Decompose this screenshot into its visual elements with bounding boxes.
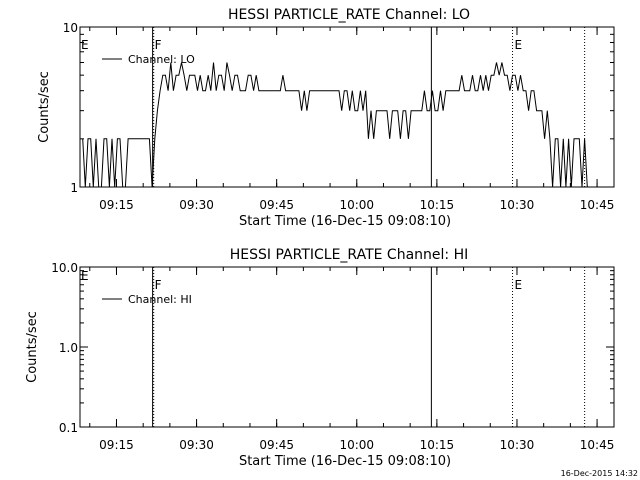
corner-label-e: E — [81, 269, 89, 283]
x-tick-label: 09:15 — [99, 438, 134, 452]
x-tick-label: 09:45 — [259, 438, 294, 452]
legend-entry: Channel: HI — [128, 293, 192, 306]
y-tick-label: 0.1 — [59, 421, 78, 435]
x-tick-label: 09:45 — [259, 198, 294, 212]
y-tick-label: 1 — [70, 181, 78, 195]
x-tick-label: 09:15 — [99, 198, 134, 212]
y-axis-label: Counts/sec — [25, 311, 40, 383]
x-axis-label: Start Time (16-Dec-15 09:08:10) — [239, 214, 451, 229]
legend-entry: Channel: LO — [128, 53, 195, 66]
x-tick-label: 10:00 — [339, 198, 374, 212]
x-tick-label: 10:15 — [420, 438, 455, 452]
y-ticks: 1 10 — [63, 21, 614, 195]
y-axis-label: Counts/sec — [37, 71, 52, 143]
x-tick-label: 10:15 — [420, 198, 455, 212]
x-tick-label: 10:30 — [500, 438, 535, 452]
event-label: E — [515, 278, 523, 292]
series-group — [82, 62, 588, 188]
x-tick-label: 09:30 — [179, 438, 214, 452]
x-tick-label: 10:00 — [339, 438, 374, 452]
event-label: F — [155, 278, 162, 292]
x-tick-label: 09:30 — [179, 198, 214, 212]
series-line-lo — [82, 62, 588, 188]
legend: Channel: LO — [102, 53, 195, 66]
y-ticks: 0.1 1.0 10.0 — [51, 261, 614, 435]
y-tick-label: 10 — [63, 21, 78, 35]
panel-title: HESSI PARTICLE_RATE Channel: LO — [228, 7, 470, 23]
x-tick-label: 10:30 — [500, 198, 535, 212]
y-tick-label: 10.0 — [51, 261, 78, 275]
y-tick-label: 1.0 — [59, 341, 78, 355]
event-label: E — [515, 38, 523, 52]
x-ticks: 09:15 09:30 09:45 10:00 10:15 10:30 10:45 — [89, 267, 615, 452]
panel-lo: HESSI PARTICLE_RATE Channel: LO Counts/s… — [37, 7, 615, 229]
panel-title: HESSI PARTICLE_RATE Channel: HI — [230, 247, 468, 263]
event-label: F — [155, 38, 162, 52]
x-axis-label: Start Time (16-Dec-15 09:08:10) — [239, 454, 451, 469]
panel-hi: HESSI PARTICLE_RATE Channel: HI Counts/s… — [25, 247, 615, 469]
legend: Channel: HI — [102, 293, 192, 306]
x-tick-label: 10:45 — [580, 438, 615, 452]
plot-frame — [79, 26, 615, 188]
footer-timestamp: 16-Dec-2015 14:32 — [561, 469, 638, 478]
corner-label-e: E — [81, 38, 89, 52]
x-tick-label: 10:45 — [580, 198, 615, 212]
x-ticks: 09:15 09:30 09:45 10:00 10:15 10:30 10:45 — [89, 27, 615, 212]
